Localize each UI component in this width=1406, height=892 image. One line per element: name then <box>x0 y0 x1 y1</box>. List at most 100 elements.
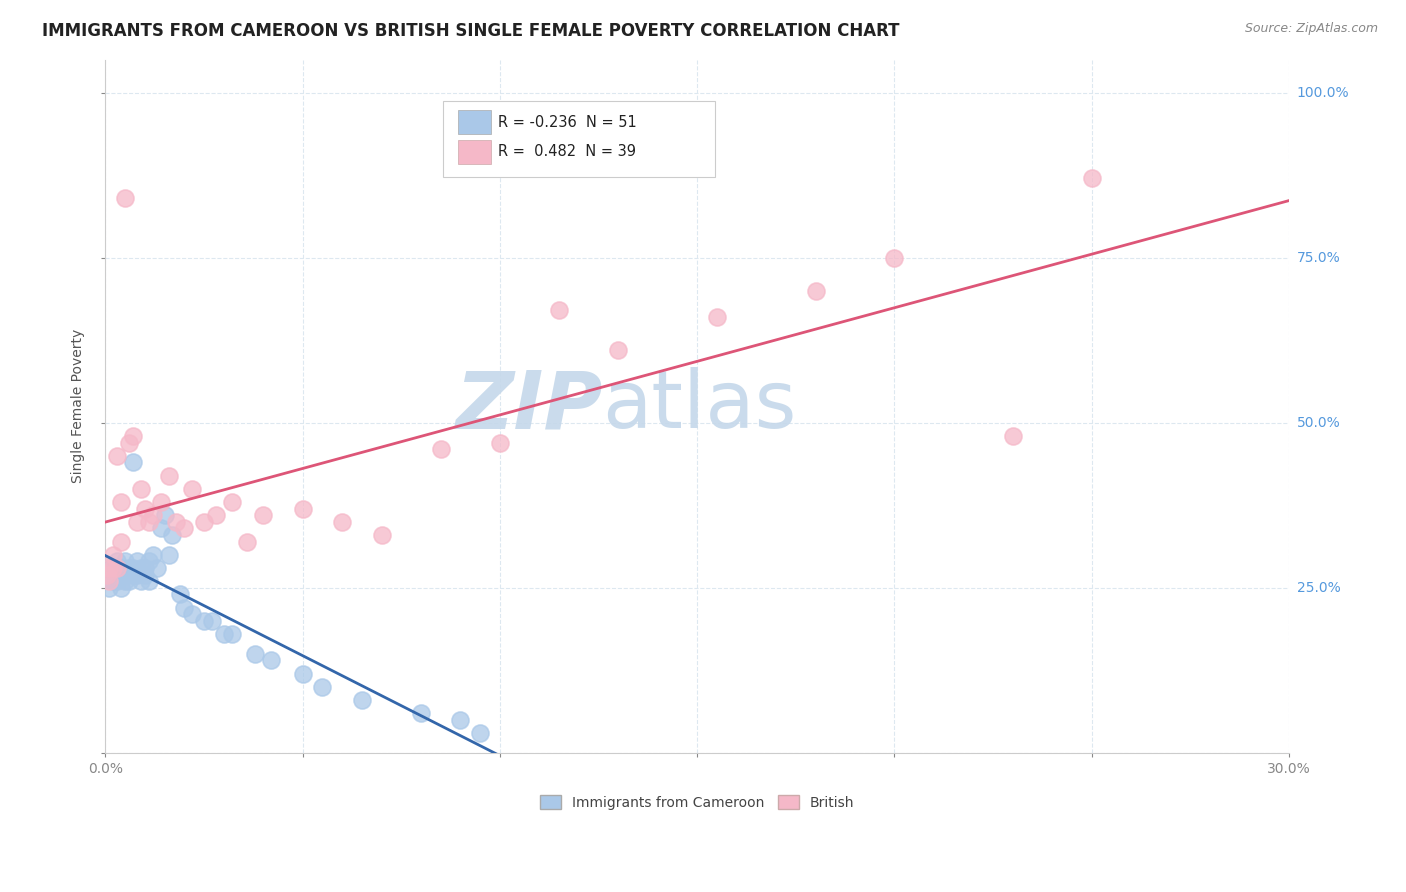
Point <box>122 429 145 443</box>
Point <box>114 191 136 205</box>
Text: ZIP: ZIP <box>456 368 602 445</box>
Point <box>110 581 132 595</box>
Point <box>145 561 167 575</box>
Point <box>291 501 314 516</box>
Point <box>607 343 630 357</box>
Point <box>149 495 172 509</box>
Point <box>122 567 145 582</box>
Point <box>103 561 125 575</box>
Point <box>212 627 235 641</box>
Point <box>181 482 204 496</box>
FancyBboxPatch shape <box>458 111 491 134</box>
Point <box>98 561 121 575</box>
Point <box>165 515 187 529</box>
Point <box>125 554 148 568</box>
Point <box>103 548 125 562</box>
Point <box>236 534 259 549</box>
Point <box>169 587 191 601</box>
Point <box>105 567 128 582</box>
FancyBboxPatch shape <box>443 101 714 178</box>
Point <box>105 554 128 568</box>
Point <box>193 515 215 529</box>
Point <box>157 468 180 483</box>
Point <box>804 284 827 298</box>
Point <box>103 574 125 589</box>
Point <box>100 567 122 582</box>
Point <box>252 508 274 523</box>
Point <box>96 567 118 582</box>
Point <box>260 653 283 667</box>
Point <box>114 554 136 568</box>
Point <box>105 561 128 575</box>
Point <box>1080 171 1102 186</box>
Point <box>129 574 152 589</box>
Point <box>548 303 571 318</box>
Point <box>134 561 156 575</box>
Point <box>129 561 152 575</box>
Text: Source: ZipAtlas.com: Source: ZipAtlas.com <box>1244 22 1378 36</box>
Point <box>118 574 141 589</box>
Point <box>429 442 451 457</box>
Point <box>489 435 512 450</box>
Point <box>110 495 132 509</box>
Point <box>122 455 145 469</box>
Point <box>157 548 180 562</box>
Point <box>96 567 118 582</box>
FancyBboxPatch shape <box>458 140 491 163</box>
Text: R =  0.482  N = 39: R = 0.482 N = 39 <box>498 145 637 160</box>
Point <box>103 561 125 575</box>
Point <box>201 614 224 628</box>
Point <box>142 508 165 523</box>
Point <box>1001 429 1024 443</box>
Point <box>114 574 136 589</box>
Point <box>291 666 314 681</box>
Point <box>153 508 176 523</box>
Point <box>138 554 160 568</box>
Point <box>409 706 432 721</box>
Point <box>122 561 145 575</box>
Point <box>330 515 353 529</box>
Text: atlas: atlas <box>602 368 797 445</box>
Point <box>142 548 165 562</box>
Point <box>173 600 195 615</box>
Point <box>125 567 148 582</box>
Text: 100.0%: 100.0% <box>1296 86 1350 100</box>
Point <box>129 482 152 496</box>
Point <box>221 495 243 509</box>
Text: 75.0%: 75.0% <box>1296 251 1340 265</box>
Point <box>98 561 121 575</box>
Text: 25.0%: 25.0% <box>1296 581 1340 595</box>
Point <box>350 693 373 707</box>
Point <box>110 567 132 582</box>
Point <box>193 614 215 628</box>
Point <box>883 251 905 265</box>
Point <box>118 561 141 575</box>
Point <box>205 508 228 523</box>
Point <box>245 647 267 661</box>
Point <box>311 680 333 694</box>
Y-axis label: Single Female Poverty: Single Female Poverty <box>72 329 86 483</box>
Text: 50.0%: 50.0% <box>1296 416 1340 430</box>
Point <box>118 435 141 450</box>
Point <box>706 310 728 324</box>
Point <box>134 567 156 582</box>
Point <box>105 561 128 575</box>
Point <box>449 713 471 727</box>
Point <box>114 567 136 582</box>
Point <box>149 521 172 535</box>
Point <box>105 574 128 589</box>
Point <box>134 501 156 516</box>
Legend: Immigrants from Cameroon, British: Immigrants from Cameroon, British <box>534 789 860 815</box>
Point <box>173 521 195 535</box>
Point <box>138 515 160 529</box>
Point <box>103 567 125 582</box>
Point <box>98 574 121 589</box>
Text: IMMIGRANTS FROM CAMEROON VS BRITISH SINGLE FEMALE POVERTY CORRELATION CHART: IMMIGRANTS FROM CAMEROON VS BRITISH SING… <box>42 22 900 40</box>
Point <box>221 627 243 641</box>
Point <box>110 561 132 575</box>
Point <box>138 574 160 589</box>
Point <box>162 528 184 542</box>
Text: R = -0.236  N = 51: R = -0.236 N = 51 <box>498 115 637 130</box>
Point <box>105 449 128 463</box>
Point <box>181 607 204 622</box>
